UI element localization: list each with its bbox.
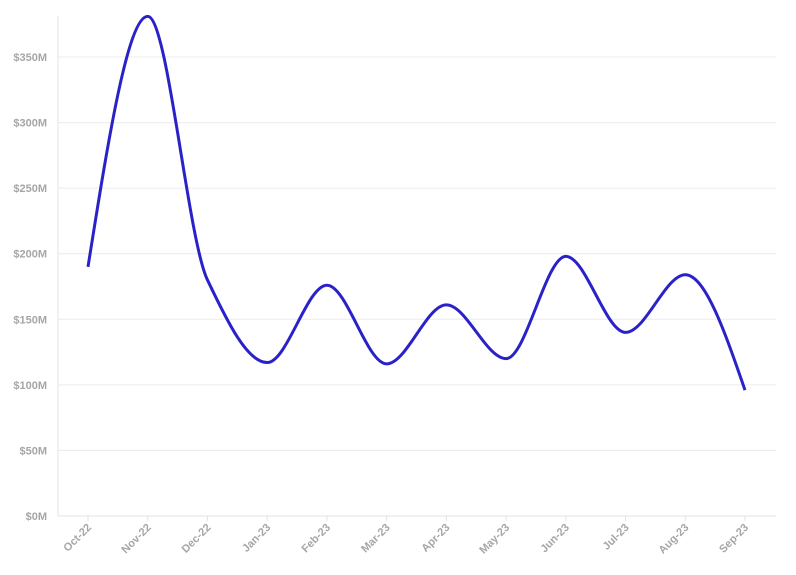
x-tick-label: Jul-23 (601, 522, 632, 553)
series-line (86, 14, 747, 391)
x-tick-label: Jan-23 (240, 522, 273, 555)
x-tick-label: Sep-23 (717, 522, 751, 556)
x-tick-label: Dec-22 (180, 522, 214, 556)
x-tick-label: Nov-22 (119, 522, 153, 556)
x-tick-label: Mar-23 (359, 522, 393, 556)
gridlines (58, 56, 776, 451)
x-axis-ticks: Oct-22 Nov-22 Dec-22 Jan-23 Feb-23 Mar-23 Apr-… (61, 516, 751, 556)
x-tick-label: May-23 (477, 522, 512, 557)
x-tick-label: Oct-22 (61, 522, 94, 555)
y-tick-label: $100M (13, 380, 47, 392)
x-tick-label: Aug-23 (657, 522, 692, 557)
y-tick-label: $250M (13, 183, 47, 195)
y-tick-label: $50M (19, 445, 47, 457)
y-tick-label: $0M (26, 511, 47, 523)
y-tick-label: $200M (13, 249, 47, 261)
x-tick-label: Feb-23 (299, 522, 333, 556)
x-tick-label: Apr-23 (419, 522, 452, 555)
y-tick-label: $350M (13, 52, 47, 64)
y-axis-ticks: $0M $50M $100M $150M $200M $250M $300M $350M (13, 52, 47, 523)
x-tick-label: Jun-23 (538, 522, 572, 556)
y-tick-label: $300M (13, 118, 47, 130)
y-tick-label: $150M (13, 314, 47, 326)
